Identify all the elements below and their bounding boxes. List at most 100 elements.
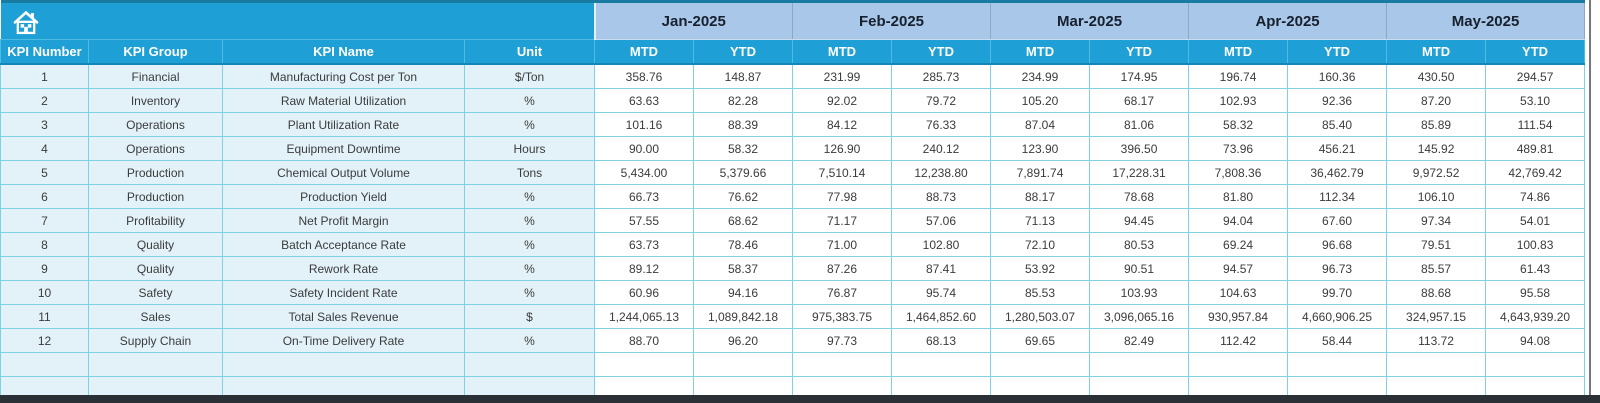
value-cell[interactable]: 90.51	[1089, 256, 1190, 281]
value-cell[interactable]: 85.89	[1386, 112, 1487, 137]
value-cell[interactable]: 68.17	[1089, 88, 1190, 113]
value-cell[interactable]: 94.16	[693, 280, 793, 305]
kpi-group-cell[interactable]: Supply Chain	[88, 328, 223, 353]
value-cell[interactable]: 94.04	[1188, 208, 1289, 233]
value-cell[interactable]: 74.86	[1485, 184, 1586, 209]
kpi-name-cell[interactable]: Safety Incident Rate	[222, 280, 465, 305]
value-cell[interactable]: 102.93	[1188, 88, 1289, 113]
kpi-name-cell[interactable]: Total Sales Revenue	[222, 304, 465, 329]
value-cell[interactable]: 87.26	[792, 256, 892, 281]
empty-cell[interactable]	[792, 352, 892, 377]
kpi-number-cell[interactable]: 1	[0, 63, 89, 89]
value-cell[interactable]: 7,808.36	[1188, 160, 1289, 185]
value-cell[interactable]: 68.13	[890, 328, 992, 353]
value-cell[interactable]: 58.37	[693, 256, 793, 281]
empty-cell[interactable]	[1089, 352, 1190, 377]
value-cell[interactable]: 92.36	[1287, 88, 1388, 113]
value-cell[interactable]: 100.83	[1485, 232, 1586, 257]
empty-cell[interactable]	[1485, 352, 1586, 377]
value-cell[interactable]: 94.45	[1089, 208, 1190, 233]
value-cell[interactable]: 9,972.52	[1386, 160, 1487, 185]
value-cell[interactable]: 78.68	[1089, 184, 1190, 209]
value-cell[interactable]: 87.20	[1386, 88, 1487, 113]
value-cell[interactable]: 76.62	[693, 184, 793, 209]
unit-cell[interactable]: %	[464, 256, 595, 281]
value-cell[interactable]: 53.92	[990, 256, 1091, 281]
value-cell[interactable]: 87.04	[990, 112, 1091, 137]
kpi-group-cell[interactable]: Operations	[88, 136, 223, 161]
value-cell[interactable]: 4,660,906.25	[1287, 304, 1388, 329]
kpi-name-cell[interactable]: On-Time Delivery Rate	[222, 328, 465, 353]
value-cell[interactable]: 53.10	[1485, 88, 1586, 113]
unit-cell[interactable]: %	[464, 232, 595, 257]
value-cell[interactable]: 112.34	[1287, 184, 1388, 209]
value-cell[interactable]: 67.60	[1287, 208, 1388, 233]
value-cell[interactable]: 92.02	[792, 88, 892, 113]
value-cell[interactable]: 88.70	[594, 328, 694, 353]
value-cell[interactable]: 102.80	[890, 232, 992, 257]
value-cell[interactable]: 12,238.80	[890, 160, 992, 185]
unit-cell[interactable]: %	[464, 328, 595, 353]
value-cell[interactable]: 240.12	[890, 136, 992, 161]
value-cell[interactable]: 90.00	[594, 136, 694, 161]
kpi-number-cell[interactable]: 11	[0, 304, 89, 329]
value-cell[interactable]: 57.06	[890, 208, 992, 233]
value-cell[interactable]: 58.32	[1188, 112, 1289, 137]
value-cell[interactable]: 88.73	[890, 184, 992, 209]
value-cell[interactable]: 94.57	[1188, 256, 1289, 281]
value-cell[interactable]: 145.92	[1386, 136, 1487, 161]
value-cell[interactable]: 85.57	[1386, 256, 1487, 281]
value-cell[interactable]: 975,383.75	[792, 304, 892, 329]
unit-cell[interactable]: $/Ton	[464, 63, 595, 89]
kpi-number-cell[interactable]: 5	[0, 160, 89, 185]
value-cell[interactable]: 489.81	[1485, 136, 1586, 161]
value-cell[interactable]: 88.17	[990, 184, 1091, 209]
value-cell[interactable]: 196.74	[1188, 63, 1289, 89]
value-cell[interactable]: 87.41	[890, 256, 992, 281]
value-cell[interactable]: 112.42	[1188, 328, 1289, 353]
kpi-name-cell[interactable]: Net Profit Margin	[222, 208, 465, 233]
unit-cell[interactable]: $	[464, 304, 595, 329]
kpi-group-cell[interactable]: Quality	[88, 232, 223, 257]
value-cell[interactable]: 61.43	[1485, 256, 1586, 281]
value-cell[interactable]: 89.12	[594, 256, 694, 281]
unit-cell[interactable]: Hours	[464, 136, 595, 161]
value-cell[interactable]: 60.96	[594, 280, 694, 305]
value-cell[interactable]: 1,280,503.07	[990, 304, 1091, 329]
value-cell[interactable]: 324,957.15	[1386, 304, 1487, 329]
empty-cell[interactable]	[1287, 352, 1388, 377]
value-cell[interactable]: 68.62	[693, 208, 793, 233]
value-cell[interactable]: 123.90	[990, 136, 1091, 161]
empty-cell[interactable]	[890, 352, 992, 377]
kpi-number-cell[interactable]: 3	[0, 112, 89, 137]
kpi-name-cell[interactable]: Manufacturing Cost per Ton	[222, 63, 465, 89]
value-cell[interactable]: 285.73	[890, 63, 992, 89]
value-cell[interactable]: 36,462.79	[1287, 160, 1388, 185]
value-cell[interactable]: 7,891.74	[990, 160, 1091, 185]
value-cell[interactable]: 231.99	[792, 63, 892, 89]
value-cell[interactable]: 78.46	[693, 232, 793, 257]
unit-cell[interactable]: Tons	[464, 160, 595, 185]
value-cell[interactable]: 96.68	[1287, 232, 1388, 257]
kpi-number-cell[interactable]: 12	[0, 328, 89, 353]
empty-cell[interactable]	[0, 352, 89, 377]
value-cell[interactable]: 85.40	[1287, 112, 1388, 137]
kpi-name-cell[interactable]: Production Yield	[222, 184, 465, 209]
value-cell[interactable]: 111.54	[1485, 112, 1586, 137]
kpi-group-cell[interactable]: Safety	[88, 280, 223, 305]
value-cell[interactable]: 73.96	[1188, 136, 1289, 161]
kpi-group-cell[interactable]: Sales	[88, 304, 223, 329]
kpi-number-cell[interactable]: 10	[0, 280, 89, 305]
value-cell[interactable]: 1,089,842.18	[693, 304, 793, 329]
value-cell[interactable]: 96.20	[693, 328, 793, 353]
value-cell[interactable]: 160.36	[1287, 63, 1388, 89]
value-cell[interactable]: 80.53	[1089, 232, 1190, 257]
value-cell[interactable]: 396.50	[1089, 136, 1190, 161]
value-cell[interactable]: 103.93	[1089, 280, 1190, 305]
value-cell[interactable]: 71.17	[792, 208, 892, 233]
empty-cell[interactable]	[464, 352, 595, 377]
kpi-number-cell[interactable]: 4	[0, 136, 89, 161]
value-cell[interactable]: 94.08	[1485, 328, 1586, 353]
value-cell[interactable]: 69.24	[1188, 232, 1289, 257]
value-cell[interactable]: 430.50	[1386, 63, 1487, 89]
